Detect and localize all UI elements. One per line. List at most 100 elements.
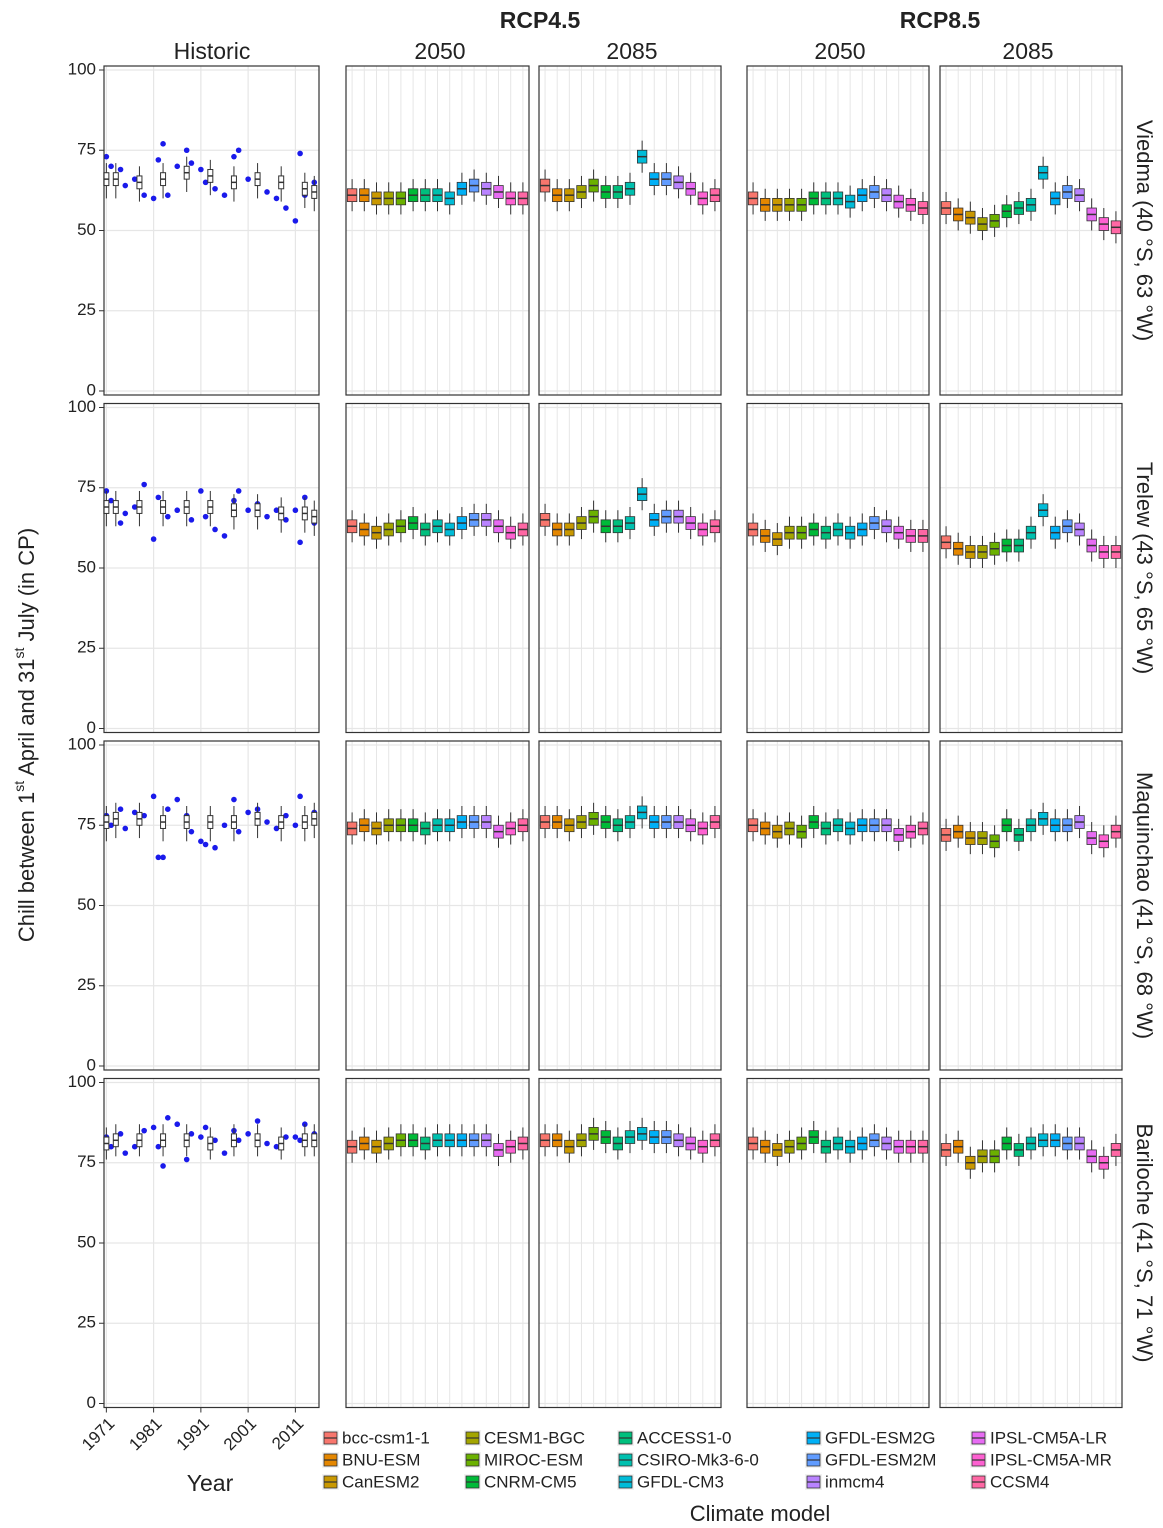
data-point — [117, 806, 124, 812]
facet-label: Maquinchao (41 °S, 68 °W) — [1132, 772, 1157, 1039]
panel-border — [538, 65, 722, 396]
data-point — [155, 1143, 162, 1150]
legend-label: GFDL-ESM2M — [825, 1450, 936, 1469]
data-point — [141, 481, 147, 488]
data-point — [273, 507, 280, 514]
panel-border — [939, 740, 1123, 1071]
data-point — [212, 185, 218, 192]
legend-label: IPSL-CM5A-MR — [990, 1450, 1112, 1469]
legend-label: ACCESS1-0 — [637, 1428, 731, 1447]
panel-title: 2085 — [1002, 38, 1053, 64]
data-point — [221, 822, 228, 829]
data-point — [283, 517, 289, 523]
data-point — [235, 147, 242, 154]
legend-label: bcc-csm1-1 — [342, 1428, 430, 1447]
data-point — [297, 150, 303, 157]
panel-border — [746, 740, 930, 1071]
data-point — [292, 218, 299, 224]
y-axis-label: Chill between 1st April and 31st July (i… — [11, 528, 39, 942]
y-tick-label: 50 — [77, 557, 96, 576]
data-point — [164, 513, 171, 520]
data-point — [212, 1137, 218, 1144]
data-point — [221, 533, 228, 539]
data-point — [264, 513, 270, 520]
data-point — [155, 854, 162, 861]
data-point — [174, 1121, 181, 1128]
data-point — [202, 513, 209, 520]
data-point — [160, 1163, 166, 1169]
y-tick-label: 75 — [77, 140, 96, 159]
data-point — [108, 1143, 114, 1150]
data-point — [292, 822, 299, 829]
x-tick-label: 1991 — [173, 1414, 213, 1454]
y-tick-label: 0 — [87, 1055, 96, 1074]
data-point — [231, 153, 237, 160]
data-point — [212, 526, 218, 533]
legend-label: inmcm4 — [825, 1472, 885, 1491]
data-point — [160, 141, 166, 147]
panel-border — [939, 402, 1123, 734]
data-point — [141, 1127, 147, 1134]
data-point — [117, 166, 124, 173]
y-tick-label: 100 — [68, 1072, 96, 1091]
panel-title: Historic — [174, 38, 251, 64]
data-point — [131, 809, 138, 816]
data-point — [155, 157, 162, 163]
label-part: July (in CP) — [14, 528, 39, 648]
legend-label: IPSL-CM5A-LR — [990, 1428, 1107, 1447]
scenario-title: RCP8.5 — [900, 7, 981, 33]
panel-border — [345, 402, 530, 734]
data-point — [155, 494, 162, 501]
x-axis-label: Year — [187, 1470, 234, 1496]
panel-border — [939, 65, 1123, 396]
data-point — [198, 1134, 204, 1140]
data-point — [283, 812, 289, 819]
data-point — [188, 1131, 195, 1137]
x-tick-label: 2001 — [220, 1414, 260, 1454]
data-point — [188, 828, 195, 835]
legend-label: BNU-ESM — [342, 1450, 420, 1469]
data-point — [198, 838, 204, 845]
label-part: Chill between 1 — [14, 792, 39, 942]
facet-label: Bariloche (41 °S, 71 °W) — [1132, 1124, 1157, 1363]
y-tick-label: 75 — [77, 1152, 96, 1171]
x-axis-label: Climate model — [690, 1501, 831, 1526]
panel-border — [746, 1077, 930, 1409]
legend-label: CSIRO-Mk3-6-0 — [637, 1450, 759, 1469]
data-point — [245, 809, 251, 816]
data-point — [174, 507, 181, 514]
data-point — [292, 1134, 299, 1140]
data-point — [188, 160, 195, 166]
y-tick-label: 25 — [77, 1313, 96, 1332]
data-point — [160, 854, 166, 861]
data-point — [231, 796, 237, 803]
data-point — [131, 176, 138, 182]
y-tick-label: 25 — [77, 975, 96, 994]
data-point — [150, 195, 157, 202]
data-point — [117, 1131, 124, 1137]
data-point — [131, 1143, 138, 1150]
data-point — [164, 1115, 171, 1121]
data-point — [264, 819, 270, 825]
data-point — [292, 507, 299, 514]
data-point — [164, 806, 171, 812]
data-point — [245, 176, 251, 182]
data-point — [283, 205, 289, 211]
data-point — [150, 1124, 157, 1131]
data-point — [297, 1137, 303, 1144]
facet-label: Viedma (40 °S, 63 °W) — [1132, 120, 1157, 341]
y-tick-label: 75 — [77, 477, 96, 496]
legend-label: GFDL-ESM2G — [825, 1428, 936, 1447]
y-tick-label: 0 — [87, 380, 96, 399]
data-point — [297, 793, 303, 800]
label-sup: st — [11, 781, 27, 792]
data-point — [202, 179, 209, 186]
data-point — [202, 841, 209, 848]
x-tick-label: 1971 — [78, 1414, 118, 1454]
panel-border — [538, 402, 722, 734]
data-point — [122, 182, 129, 189]
data-point — [212, 844, 218, 851]
y-tick-label: 100 — [68, 734, 96, 753]
